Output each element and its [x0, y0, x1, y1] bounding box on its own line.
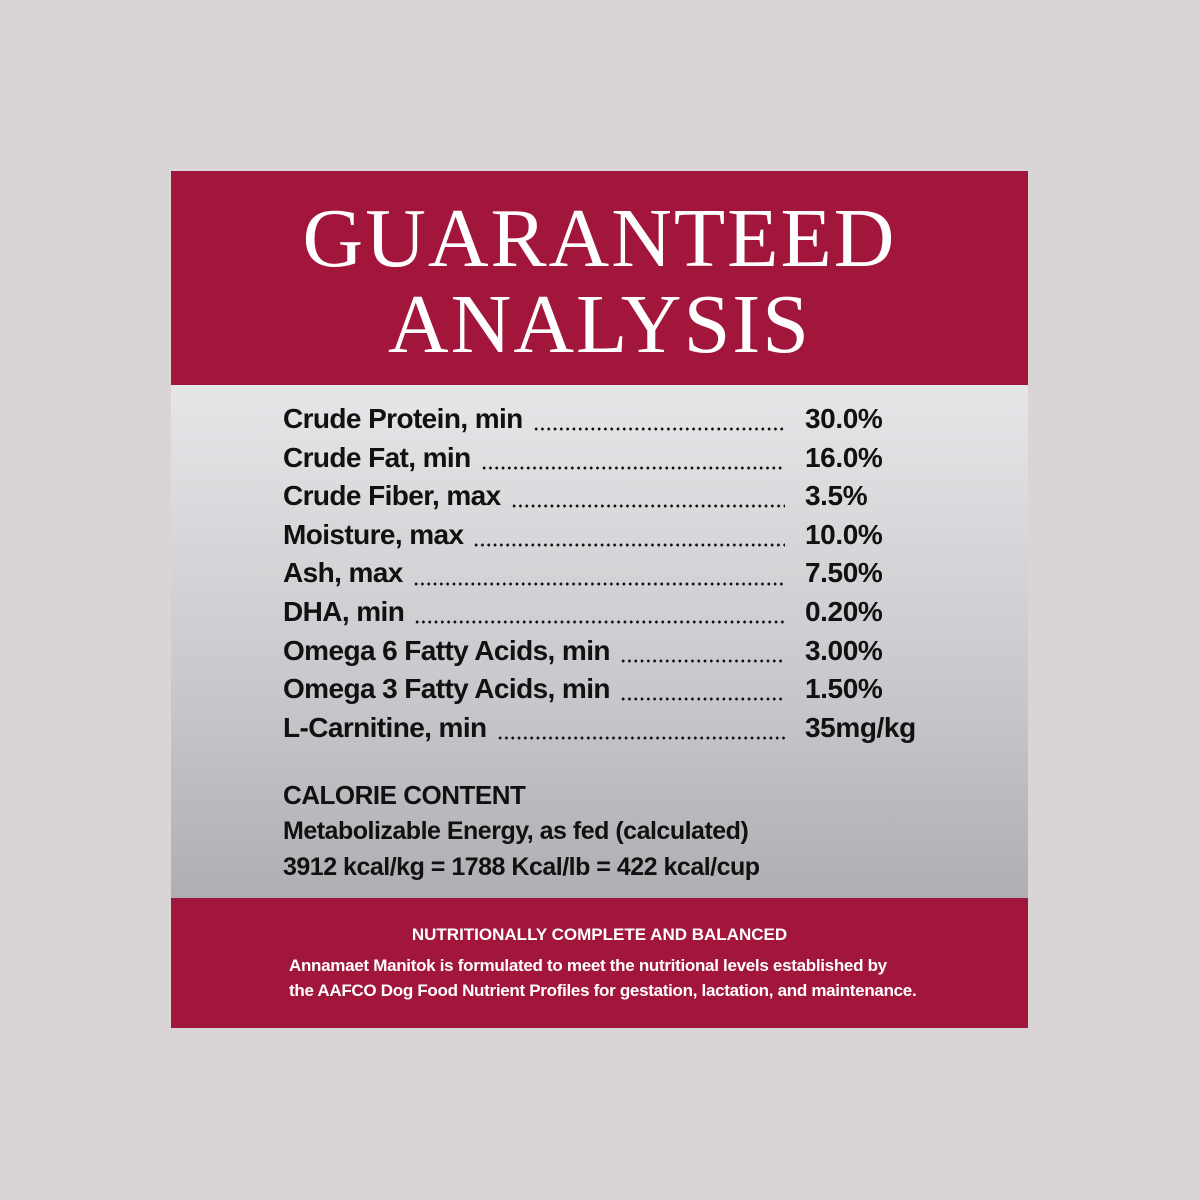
nutrient-label: L-Carnitine, min	[283, 711, 487, 743]
nutrient-value: 3.00%	[805, 634, 883, 666]
nutrient-label: Ash, max	[283, 557, 403, 589]
nutrient-value: 30.0%	[805, 403, 883, 434]
guaranteed-analysis-card: GUARANTEED ANALYSIS Crude Protein, min 30…	[171, 171, 1028, 1028]
nutrient-value: 10.0%	[805, 518, 883, 550]
analysis-row: Ash, max 7.50%	[283, 557, 923, 596]
calorie-line-1: Metabolizable Energy, as fed (calculated…	[283, 817, 749, 845]
nutrient-label: Omega 3 Fatty Acids, min	[283, 673, 610, 705]
analysis-row: DHA, min 0.20%	[283, 596, 923, 635]
footer-line-1: Annamaet Manitok is formulated to meet t…	[289, 956, 887, 975]
footer-text: Annamaet Manitok is formulated to meet t…	[289, 953, 917, 1003]
title-line-2: ANALYSIS	[388, 278, 811, 371]
header: GUARANTEED ANALYSIS	[171, 171, 1028, 385]
analysis-row: Omega 3 Fatty Acids, min 1.50%	[283, 673, 923, 712]
dot-leader	[412, 581, 785, 586]
nutrient-label: Moisture, max	[283, 518, 464, 550]
nutrient-value: 16.0%	[805, 441, 883, 473]
title-line-1: GUARANTEED	[302, 192, 897, 285]
nutrient-label: Crude Fat, min	[283, 441, 471, 473]
nutrient-label: DHA, min	[283, 595, 405, 627]
footer-heading: NUTRITIONALLY COMPLETE AND BALANCED	[411, 925, 788, 944]
dot-leader	[473, 543, 785, 548]
calorie-line-2: 3912 kcal/kg = 1788 Kcal/lb = 422 kcal/c…	[283, 853, 760, 881]
analysis-row: L-Carnitine, min 35mg/kg	[283, 712, 923, 751]
dot-leader	[532, 427, 785, 432]
nutrient-value: 1.50%	[805, 673, 883, 705]
dot-leader	[510, 504, 785, 509]
nutrient-label: Omega 6 Fatty Acids, min	[283, 634, 610, 666]
nutrient-value: 0.20%	[805, 595, 883, 627]
analysis-row: Moisture, max 10.0%	[283, 519, 923, 558]
dot-leader	[619, 697, 785, 702]
calorie-heading: CALORIE CONTENT	[283, 780, 526, 810]
nutrient-label: Crude Protein, min	[283, 403, 523, 434]
analysis-panel: Crude Protein, min 30.0% Crude Fat, min 16.…	[171, 385, 1028, 898]
nutrient-value: 35mg/kg	[805, 711, 916, 743]
nutrient-value: 7.50%	[805, 557, 883, 589]
analysis-row: Omega 6 Fatty Acids, min 3.00%	[283, 635, 923, 674]
analysis-row: Crude Fat, min 16.0%	[283, 442, 923, 481]
dot-leader	[480, 465, 785, 470]
footer-line-2: the AAFCO Dog Food Nutrient Profiles for…	[289, 981, 917, 1000]
calorie-content: CALORIE CONTENT Metabolizable Energy, as…	[283, 777, 760, 885]
dot-leader	[619, 658, 785, 663]
analysis-row: Crude Fiber, max 3.5%	[283, 480, 923, 519]
dot-leader	[414, 620, 785, 625]
nutrient-value: 3.5%	[805, 480, 868, 512]
dot-leader	[496, 736, 785, 741]
analysis-row: Crude Protein, min 30.0%	[283, 403, 923, 442]
analysis-list: Crude Protein, min 30.0% Crude Fat, min 16.…	[283, 403, 923, 750]
footer: NUTRITIONALLY COMPLETE AND BALANCED Anna…	[171, 898, 1028, 1028]
nutrient-label: Crude Fiber, max	[283, 480, 501, 512]
